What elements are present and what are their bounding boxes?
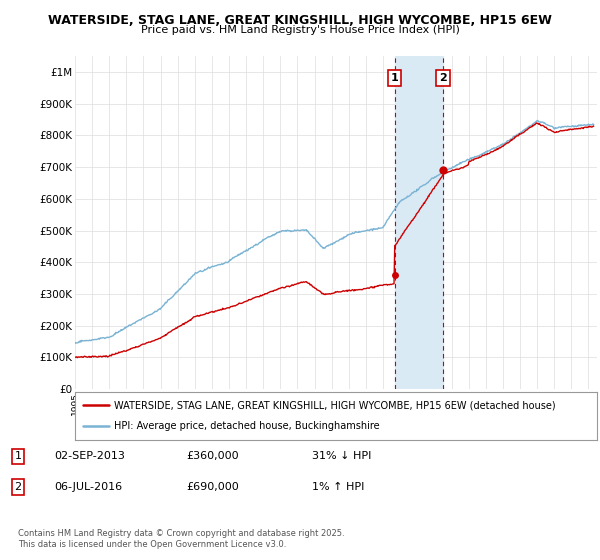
Text: 1: 1	[391, 73, 398, 83]
Bar	[395, 56, 443, 389]
Text: Contains HM Land Registry data © Crown copyright and database right 2025.
This d: Contains HM Land Registry data © Crown c…	[18, 529, 344, 549]
Text: £690,000: £690,000	[186, 482, 239, 492]
Text: 1% ↑ HPI: 1% ↑ HPI	[312, 482, 364, 492]
Text: WATERSIDE, STAG LANE, GREAT KINGSHILL, HIGH WYCOMBE, HP15 6EW: WATERSIDE, STAG LANE, GREAT KINGSHILL, H…	[48, 14, 552, 27]
Text: WATERSIDE, STAG LANE, GREAT KINGSHILL, HIGH WYCOMBE, HP15 6EW (detached house): WATERSIDE, STAG LANE, GREAT KINGSHILL, H…	[114, 400, 556, 410]
Text: 31% ↓ HPI: 31% ↓ HPI	[312, 451, 371, 461]
Text: HPI: Average price, detached house, Buckinghamshire: HPI: Average price, detached house, Buck…	[114, 421, 380, 431]
Text: £360,000: £360,000	[186, 451, 239, 461]
Text: Price paid vs. HM Land Registry's House Price Index (HPI): Price paid vs. HM Land Registry's House …	[140, 25, 460, 35]
Text: 1: 1	[14, 451, 22, 461]
Text: 2: 2	[439, 73, 447, 83]
Text: 02-SEP-2013: 02-SEP-2013	[54, 451, 125, 461]
Text: 06-JUL-2016: 06-JUL-2016	[54, 482, 122, 492]
Text: 2: 2	[14, 482, 22, 492]
